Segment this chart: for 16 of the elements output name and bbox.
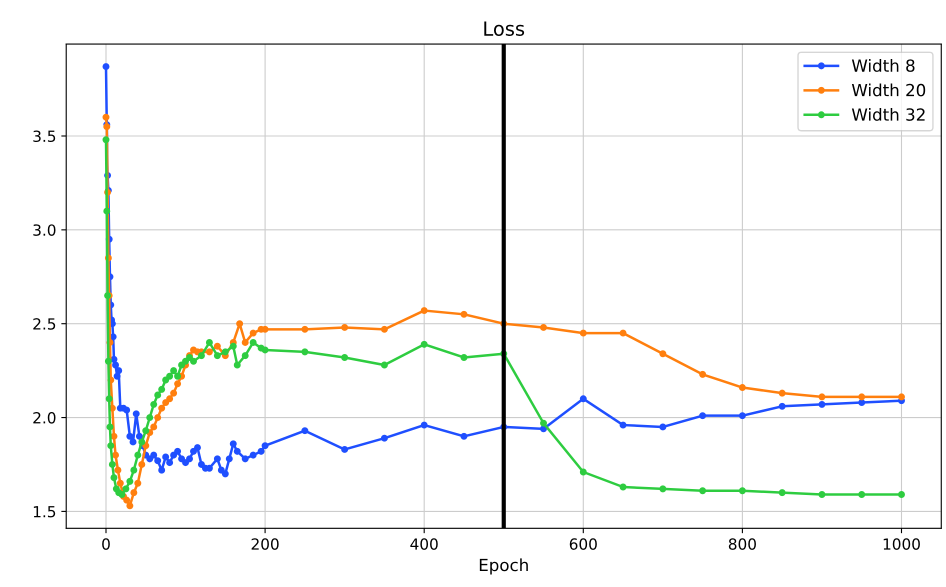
legend-label: Width 20 <box>852 83 926 96</box>
x-tick-label: 400 <box>410 538 438 550</box>
y-tick-label: 1.5 <box>34 506 56 518</box>
x-tick-label: 600 <box>570 538 597 550</box>
y-tick-label: 2.0 <box>33 412 56 424</box>
legend-label: Width 8 <box>852 59 915 72</box>
x-axis-title: Epoch <box>480 558 528 574</box>
x-tick-label: 1000 <box>884 538 920 550</box>
y-tick-label: 2.5 <box>33 318 56 330</box>
chart-title: Loss <box>484 22 524 36</box>
legend-label: Width 32 <box>852 108 925 121</box>
x-tick-label: 0 <box>102 538 110 550</box>
x-tick-label: 200 <box>252 538 279 550</box>
y-tick-label: 3.0 <box>33 224 56 236</box>
x-tick-label: 800 <box>728 538 756 550</box>
y-tick-label: 3.5 <box>33 130 56 142</box>
